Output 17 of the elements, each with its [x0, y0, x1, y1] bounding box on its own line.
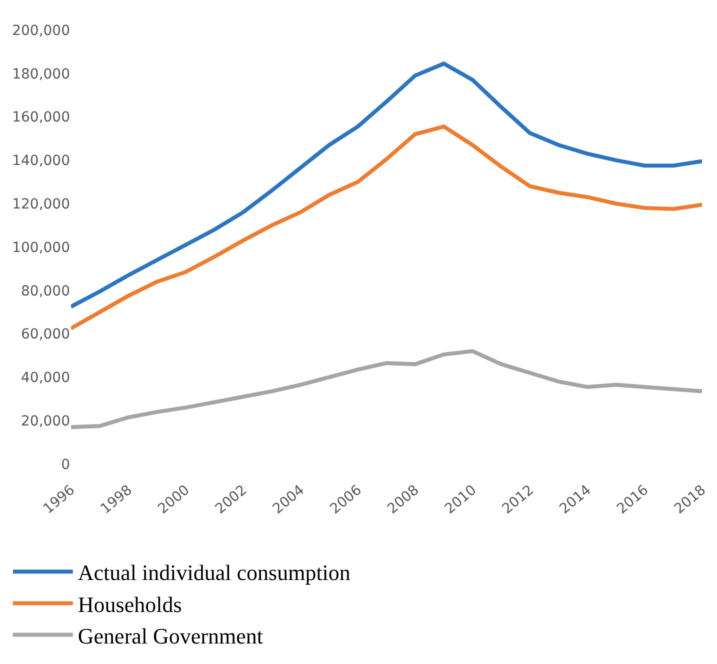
y-tick-label: 60,000: [21, 326, 70, 343]
y-tick-label: 160,000: [12, 110, 70, 126]
legend-label: Households: [78, 592, 182, 617]
y-tick-label: 40,000: [21, 370, 70, 386]
y-tick-label: 120,000: [12, 196, 70, 212]
y-tick-label: 200,000: [12, 22, 70, 39]
y-tick-label: 0: [61, 456, 70, 473]
line-series: [71, 62, 702, 309]
y-tick-label: 140,000: [12, 153, 70, 170]
y-tick-label: 100,000: [12, 240, 70, 256]
line-series: [71, 124, 702, 330]
y-tick-label: 20,000: [21, 414, 70, 430]
legend-label: Actual individual consumption: [78, 560, 350, 586]
line-series: [71, 349, 702, 430]
y-tick-label: 180,000: [12, 66, 70, 82]
y-tick-label: 80,000: [21, 283, 70, 300]
legend-label: General Government: [78, 623, 263, 648]
